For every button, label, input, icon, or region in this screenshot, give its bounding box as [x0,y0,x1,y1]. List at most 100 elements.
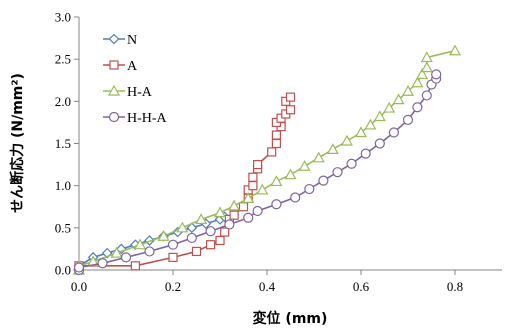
data-point-a [271,138,281,149]
x-axis-label: 変位 (mm) [253,310,328,327]
data-point-a [229,210,239,220]
data-point-a [285,105,296,115]
data-point-h-a [383,101,396,113]
series-h-a [72,44,462,275]
y-tick-label: 0.0 [55,263,71,278]
data-point-h-h-a [252,205,263,217]
data-point-a [191,246,202,257]
data-point-h-a [284,168,297,180]
data-point-h-a [420,51,433,63]
series-layer [72,44,462,276]
data-point-a [130,261,140,271]
data-point-h-a [256,183,269,195]
data-point-h-a [134,238,147,250]
data-point-h-a [392,93,405,105]
data-point-h-h-a [144,246,155,257]
data-point-h-a [373,110,386,122]
data-point-h-h-a [271,199,282,210]
data-point-h-a [195,213,208,224]
data-point-a [168,252,178,262]
series-h-h-a [73,69,442,276]
data-point-a [248,172,258,182]
x-tick-label: 0.0 [71,279,87,294]
legend-label: H-A [127,85,153,100]
y-tick-label: 2.0 [55,94,71,109]
data-point-h-h-a [318,175,329,186]
data-point-h-a [401,84,415,96]
data-point-h-a [213,206,227,218]
data-point-h-h-a [388,127,399,138]
data-point-h-h-a [120,252,132,263]
data-point-h-a [298,160,311,171]
data-point-h-h-a [205,226,216,237]
data-point-h-h-a [332,167,343,178]
legend: NA H-A H-H-A [103,33,168,126]
data-point-a [285,92,296,102]
data-point-h-h-a [290,192,301,203]
data-point-a [215,235,225,246]
legend-entry-h-h-a: H-H-A [103,111,168,126]
data-point-h-a [448,44,462,56]
data-point-h-h-a [374,138,385,149]
legend-entry-n: N [103,33,137,48]
data-point-h-h-a [431,69,442,80]
legend-marker-n [108,33,120,45]
data-point-h-h-a [97,258,108,269]
series-line-a [78,96,292,270]
data-point-h-h-a [346,158,357,169]
data-point-h-a [326,143,339,155]
series-line-h-a [78,49,456,270]
data-point-h-a [416,68,429,79]
data-point-h-h-a [402,114,414,125]
data-point-h-a [411,76,424,88]
y-tick-label: 1.0 [55,178,71,193]
data-point-h-h-a [73,262,85,273]
data-point-h-a [312,151,325,163]
legend-marker-h-a [107,84,121,96]
data-point-a [220,227,230,237]
data-point-h-a [228,199,241,211]
y-tick-label: 1.5 [55,136,71,151]
data-point-h-a [270,175,283,187]
y-tick-label: 2.5 [55,52,71,67]
data-point-h-a [176,221,189,233]
legend-label: N [127,33,137,48]
data-point-h-a [354,126,368,138]
data-point-h-h-a [243,212,254,223]
data-point-a [206,240,216,250]
data-point-h-h-a [304,183,315,195]
data-point-h-a [340,134,353,146]
data-point-a [267,147,277,157]
legend-label: A [127,59,138,74]
legend-marker-h-h-a [108,111,120,123]
data-point-a [253,159,263,170]
x-tick-label: 0.6 [353,279,370,294]
data-point-h-a [364,118,377,130]
y-tick-label: 3.0 [55,10,71,25]
legend-entry-h-a: H-A [103,84,153,100]
axes: 0.0 0.5 1.0 1.5 2.0 2.5 3.0 0.0 0.2 0.4 0.6 0.8 [55,10,502,294]
data-point-a [238,202,249,212]
data-point-a [271,130,281,140]
data-point-h-h-a [421,90,432,101]
legend-marker-a [109,60,119,70]
series-a [74,92,296,275]
data-point-h-a [242,192,255,203]
data-point-h-a [420,61,433,73]
data-point-h-h-a [412,102,423,113]
data-point-h-a [157,230,170,241]
y-tick-label: 0.5 [55,220,71,235]
data-point-h-h-a [186,232,197,244]
data-point-h-h-a [360,148,371,159]
data-point-h-h-a [167,239,179,250]
legend-label: H-H-A [127,111,168,126]
x-tick-label: 0.8 [447,279,463,294]
data-point-a [248,181,258,191]
x-tick-label: 0.4 [259,279,276,294]
data-point-n [186,222,198,234]
data-point-h-h-a [224,219,235,230]
legend-entry-a: A [103,59,138,74]
x-tick-label: 0.2 [165,279,181,294]
data-point-h-a [110,246,123,258]
